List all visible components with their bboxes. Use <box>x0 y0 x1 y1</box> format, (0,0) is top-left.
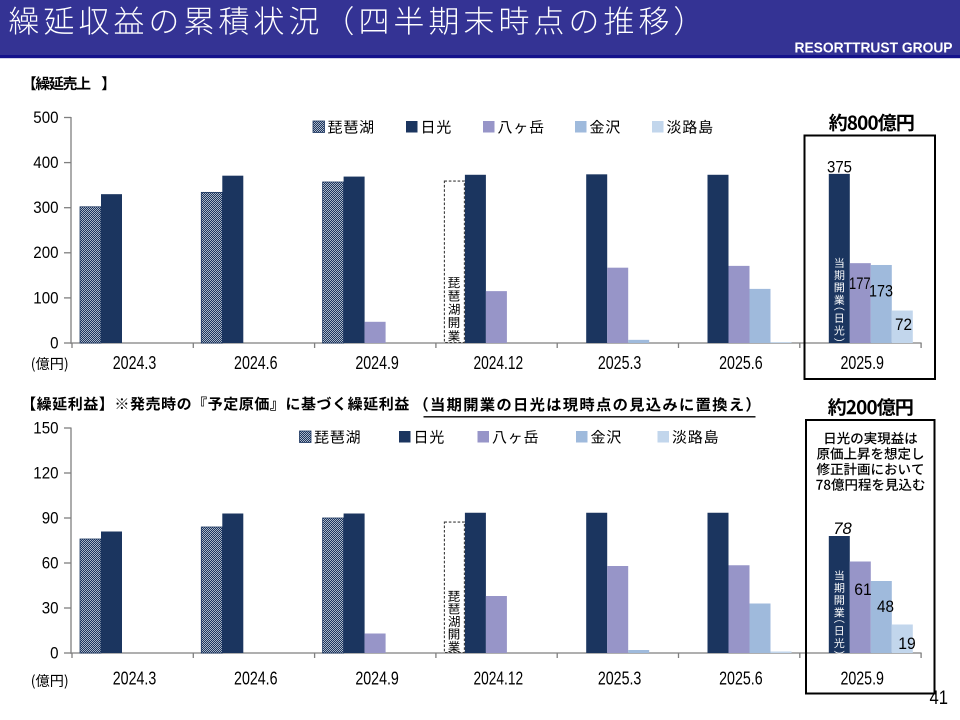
svg-text:177: 177 <box>849 274 871 293</box>
svg-text:100: 100 <box>33 289 58 307</box>
svg-text:72: 72 <box>895 315 912 334</box>
svg-text:2024.3: 2024.3 <box>113 353 157 373</box>
svg-text:0: 0 <box>50 644 58 662</box>
svg-text:78: 78 <box>833 519 852 538</box>
svg-text:41: 41 <box>930 687 949 709</box>
svg-text:19: 19 <box>898 634 916 653</box>
svg-text:2024.9: 2024.9 <box>355 353 399 373</box>
svg-text:2024.6: 2024.6 <box>234 669 278 689</box>
svg-text:150: 150 <box>33 419 58 437</box>
svg-text:30: 30 <box>42 599 59 617</box>
svg-text:61: 61 <box>854 580 872 599</box>
svg-text:2025.6: 2025.6 <box>719 669 763 689</box>
svg-text:173: 173 <box>869 282 893 301</box>
svg-text:2025.6: 2025.6 <box>719 353 763 373</box>
svg-text:RESORTTRUST GROUP: RESORTTRUST GROUP <box>795 40 953 57</box>
svg-text:48: 48 <box>877 597 894 616</box>
svg-text:60: 60 <box>42 554 59 572</box>
svg-text:2025.3: 2025.3 <box>598 353 642 373</box>
svg-text:2024.6: 2024.6 <box>234 353 278 373</box>
svg-text:90: 90 <box>42 509 59 527</box>
svg-text:2024.12: 2024.12 <box>474 353 524 373</box>
svg-text:2025.3: 2025.3 <box>598 669 642 689</box>
svg-text:0: 0 <box>50 334 58 352</box>
svg-text:2024.12: 2024.12 <box>474 669 524 689</box>
svg-text:500: 500 <box>33 109 58 127</box>
svg-text:2025.9: 2025.9 <box>840 669 884 689</box>
svg-text:120: 120 <box>33 464 58 482</box>
svg-text:2024.9: 2024.9 <box>355 669 399 689</box>
svg-text:2024.3: 2024.3 <box>113 669 157 689</box>
svg-text:300: 300 <box>33 199 58 217</box>
svg-text:375: 375 <box>827 158 852 177</box>
svg-text:400: 400 <box>33 154 58 172</box>
svg-text:2025.9: 2025.9 <box>840 353 884 373</box>
svg-text:200: 200 <box>33 244 58 262</box>
